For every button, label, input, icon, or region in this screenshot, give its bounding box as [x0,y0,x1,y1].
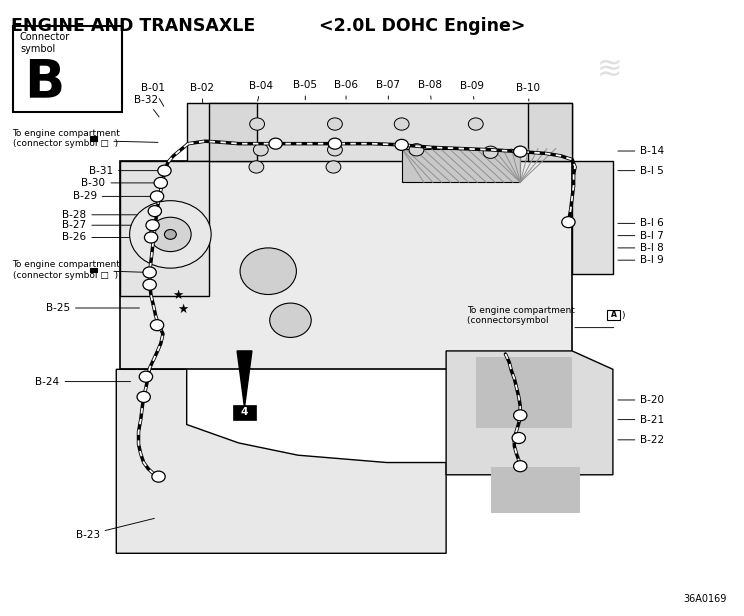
Text: To engine compartment
(connectorsymbol: To engine compartment (connectorsymbol [467,306,575,325]
Text: B-21: B-21 [618,415,664,424]
Circle shape [158,165,171,176]
Text: B-02: B-02 [190,83,214,103]
Text: B-I 5: B-I 5 [618,166,664,176]
Text: B-I 6: B-I 6 [618,219,664,229]
Circle shape [562,217,575,228]
Text: B-06: B-06 [334,81,358,99]
Circle shape [269,138,282,149]
Text: B-26: B-26 [62,232,147,243]
Text: B-28: B-28 [62,210,147,220]
Text: B-I 8: B-I 8 [618,243,664,253]
Circle shape [150,320,164,331]
Text: B-31: B-31 [89,166,158,176]
Circle shape [154,177,167,188]
Circle shape [409,144,424,156]
Text: B-29: B-29 [73,192,150,201]
Circle shape [250,118,265,130]
Circle shape [326,161,341,173]
Circle shape [254,144,269,156]
Circle shape [240,248,296,294]
Circle shape [513,461,527,472]
Circle shape [483,146,498,158]
Text: A: A [611,310,617,319]
Circle shape [143,267,156,278]
Text: B-32: B-32 [134,94,159,117]
Polygon shape [490,468,580,513]
Text: B-23: B-23 [75,519,154,540]
Text: B-20: B-20 [618,395,664,405]
Text: B-24: B-24 [36,376,130,387]
Circle shape [146,220,159,231]
FancyBboxPatch shape [90,267,97,272]
Circle shape [513,410,527,421]
Text: <2.0L DOHC Engine>: <2.0L DOHC Engine> [318,17,525,34]
Polygon shape [402,148,520,182]
Circle shape [395,139,408,150]
Text: To engine compartment
(connector symbol □  ): To engine compartment (connector symbol … [13,261,121,280]
Text: ★: ★ [177,302,189,316]
Text: 4: 4 [241,407,248,417]
Text: B-30: B-30 [81,178,154,188]
Text: Connector
symbol: Connector symbol [20,32,70,54]
Text: B-05: B-05 [293,81,317,100]
Text: ★: ★ [172,290,184,302]
Polygon shape [475,357,572,428]
Circle shape [513,146,527,157]
Text: B-01: B-01 [141,83,165,107]
Circle shape [144,232,158,243]
Text: B-09: B-09 [460,81,484,99]
Polygon shape [120,161,209,296]
Text: B-08: B-08 [418,81,442,99]
Polygon shape [237,351,252,407]
Text: B-22: B-22 [618,435,664,445]
Circle shape [150,191,164,202]
Text: 36A0169: 36A0169 [683,594,726,604]
Polygon shape [120,161,572,370]
Text: B-27: B-27 [62,220,147,230]
Text: B-I 9: B-I 9 [618,255,664,265]
Polygon shape [116,370,446,553]
Circle shape [137,391,150,402]
Polygon shape [446,351,613,475]
Circle shape [394,118,409,130]
Circle shape [328,138,341,149]
Circle shape [327,144,342,156]
Text: B: B [24,56,64,108]
Text: B-I 7: B-I 7 [618,230,664,241]
Circle shape [164,230,176,240]
Polygon shape [187,103,572,161]
FancyBboxPatch shape [527,103,572,161]
FancyBboxPatch shape [607,310,620,320]
Circle shape [249,161,264,173]
Text: ENGINE AND TRANSAXLE: ENGINE AND TRANSAXLE [11,17,261,34]
Text: B-14: B-14 [618,146,664,156]
Circle shape [148,206,161,217]
Text: B-25: B-25 [46,303,139,313]
Text: B-07: B-07 [376,81,400,99]
FancyBboxPatch shape [90,136,97,140]
Circle shape [129,201,211,268]
Circle shape [150,217,191,251]
FancyBboxPatch shape [13,26,122,111]
FancyBboxPatch shape [209,103,257,161]
Text: ): ) [621,311,624,320]
Circle shape [270,303,311,338]
Circle shape [469,118,483,130]
Circle shape [143,279,156,290]
Text: B-10: B-10 [516,83,539,101]
Text: To engine compartment
(connector symbol □  ): To engine compartment (connector symbol … [13,129,121,148]
Circle shape [512,432,525,444]
FancyBboxPatch shape [572,161,613,274]
Circle shape [139,371,153,382]
Text: B-04: B-04 [248,81,273,101]
Text: ≋: ≋ [597,54,622,83]
Circle shape [152,471,165,482]
FancyBboxPatch shape [233,405,257,419]
Circle shape [327,118,342,130]
